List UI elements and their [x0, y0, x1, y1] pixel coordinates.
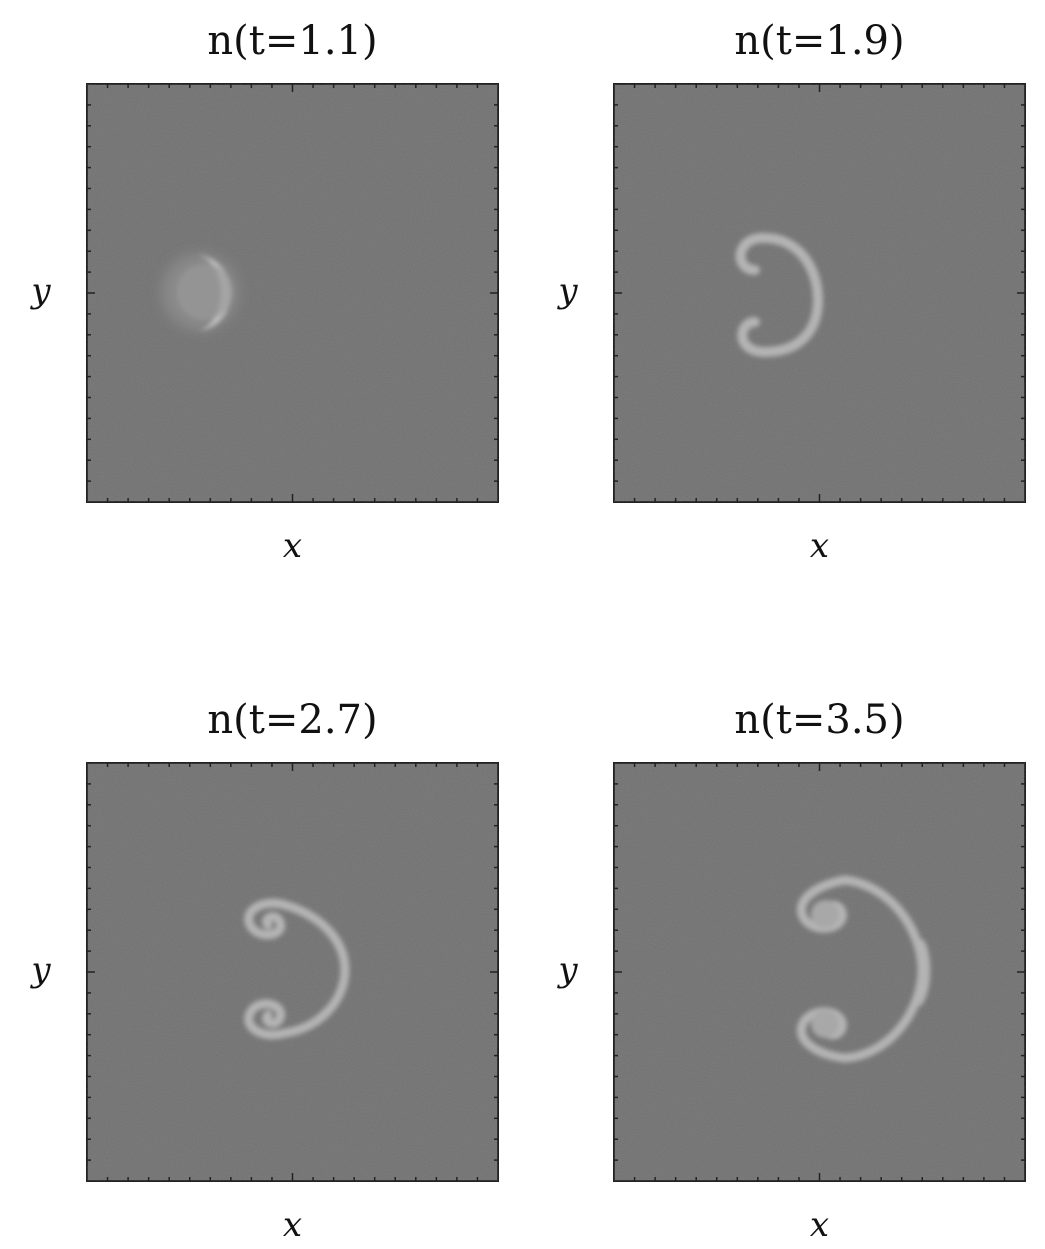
panel-labels: n(t=1.1) x y n(t=1.9) x y n(t=2.7) x y n(t=3.5) x y — [29, 18, 904, 1245]
panel-noise — [614, 763, 1025, 1181]
x-axis-label: x — [283, 526, 302, 566]
panel-frames — [86, 83, 1026, 1182]
x-axis-label: x — [810, 1205, 829, 1245]
density-plume — [796, 875, 931, 1063]
panel-title: n(t=3.5) — [734, 697, 904, 743]
panel-title: n(t=1.1) — [207, 18, 377, 64]
y-axis-label: y — [29, 271, 51, 311]
y-axis-label: y — [556, 950, 578, 990]
density-plume — [735, 232, 824, 358]
density-blob — [162, 254, 238, 331]
panel-noise — [87, 84, 498, 502]
x-axis-label: x — [283, 1205, 302, 1245]
y-axis-label: y — [556, 271, 578, 311]
panel-title: n(t=1.9) — [734, 18, 904, 64]
panel-title: n(t=2.7) — [207, 697, 377, 743]
y-axis-label: y — [29, 950, 51, 990]
x-axis-label: x — [810, 526, 829, 566]
panel-noise — [87, 763, 498, 1181]
density-plume — [244, 898, 350, 1040]
